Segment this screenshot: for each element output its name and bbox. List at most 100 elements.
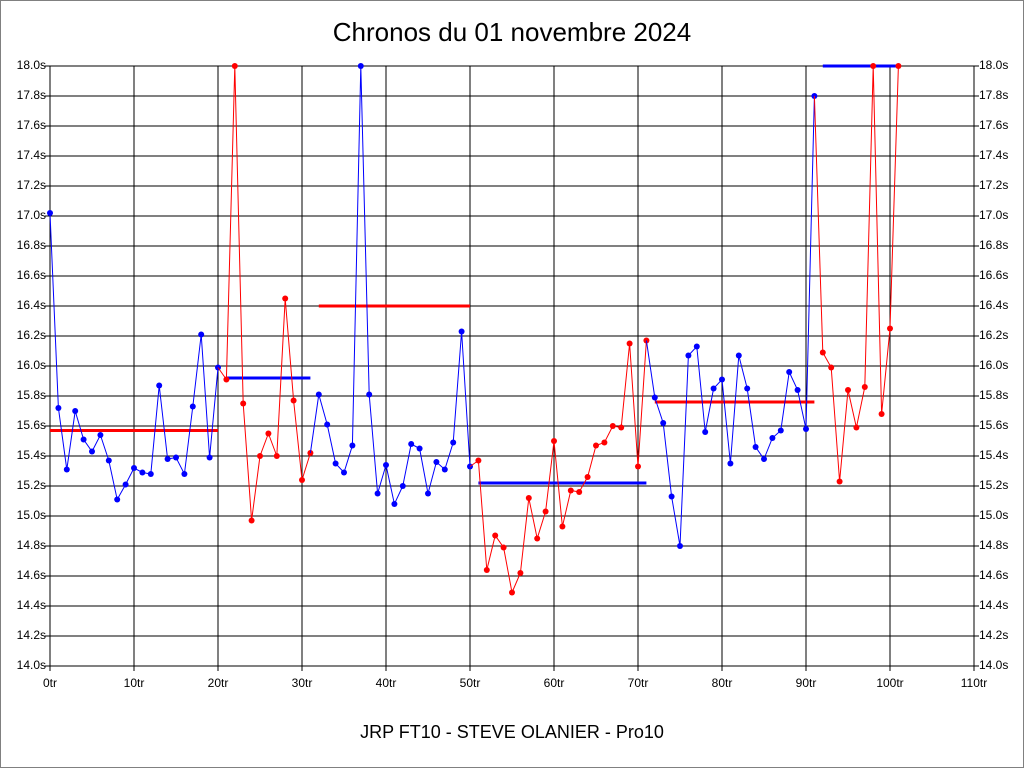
data-point bbox=[265, 430, 272, 437]
data-point bbox=[702, 429, 709, 435]
data-point bbox=[164, 456, 171, 462]
y2-tick-label: 15.4s bbox=[979, 448, 1008, 462]
data-point bbox=[89, 448, 95, 455]
data-point bbox=[223, 376, 230, 383]
data-point bbox=[290, 397, 297, 404]
data-point bbox=[441, 466, 448, 473]
data-point bbox=[324, 421, 331, 428]
y2-tick-label: 15.2s bbox=[979, 478, 1008, 492]
data-point bbox=[660, 420, 667, 426]
data-point bbox=[794, 387, 801, 393]
x-tick-label: 70tr bbox=[628, 676, 649, 690]
data-point bbox=[55, 405, 62, 411]
y2-tick-label: 17.6s bbox=[979, 118, 1008, 132]
x-tick-label: 110tr bbox=[961, 676, 987, 690]
data-point bbox=[609, 423, 616, 429]
data-point bbox=[677, 543, 683, 549]
data-point bbox=[72, 408, 79, 414]
data-point bbox=[105, 457, 112, 464]
y-tick-label: 14.0s bbox=[17, 658, 46, 672]
data-point bbox=[332, 460, 339, 467]
y-tick-label: 16.4s bbox=[17, 298, 46, 312]
y2-tick-label: 15.0s bbox=[979, 508, 1008, 522]
data-point bbox=[542, 508, 549, 515]
data-point bbox=[786, 369, 793, 375]
data-point bbox=[114, 496, 121, 503]
data-point bbox=[559, 523, 566, 530]
series-line bbox=[822, 65, 899, 482]
x-tick-label: 100tr bbox=[876, 676, 903, 690]
y-tick-label: 16.6s bbox=[17, 268, 46, 282]
data-point bbox=[735, 352, 742, 359]
data-point bbox=[341, 469, 347, 476]
data-point bbox=[399, 483, 406, 489]
series-connector bbox=[813, 95, 824, 353]
y-tick-label: 18.0s bbox=[17, 58, 46, 72]
data-point bbox=[257, 453, 263, 459]
x-tick-label: 90tr bbox=[796, 676, 817, 690]
y2-tick-label: 16.2s bbox=[979, 328, 1008, 342]
y-tick-label: 16.2s bbox=[17, 328, 46, 342]
data-point bbox=[47, 210, 53, 216]
data-point bbox=[601, 439, 608, 446]
data-point bbox=[836, 478, 843, 485]
data-point bbox=[282, 295, 289, 302]
data-point bbox=[576, 489, 583, 495]
data-point bbox=[139, 469, 146, 476]
data-point bbox=[147, 471, 154, 477]
data-point bbox=[887, 325, 893, 332]
data-point bbox=[744, 385, 751, 392]
data-point bbox=[651, 394, 658, 401]
y-tick-label: 17.6s bbox=[17, 118, 46, 132]
data-point bbox=[710, 385, 717, 392]
x-tick-label: 10tr bbox=[124, 676, 145, 690]
data-point bbox=[189, 403, 196, 410]
data-point bbox=[357, 63, 364, 69]
data-point bbox=[374, 490, 381, 497]
x-tick-label: 20tr bbox=[208, 676, 229, 690]
plot-frame bbox=[49, 65, 975, 667]
data-point bbox=[80, 436, 87, 443]
y2-tick-label: 17.8s bbox=[979, 88, 1008, 102]
data-point bbox=[895, 63, 902, 69]
data-point bbox=[525, 495, 532, 501]
data-point bbox=[878, 411, 885, 417]
data-point bbox=[122, 481, 129, 488]
data-point bbox=[458, 328, 465, 335]
data-point bbox=[685, 352, 692, 359]
data-point bbox=[391, 501, 398, 507]
data-point bbox=[635, 463, 641, 470]
data-point bbox=[181, 471, 188, 477]
x-tick-label: 60tr bbox=[544, 676, 565, 690]
data-point bbox=[861, 384, 868, 390]
x-tick-label: 0tr bbox=[43, 676, 57, 690]
data-point bbox=[534, 535, 541, 542]
data-point bbox=[870, 63, 877, 69]
data-point bbox=[383, 462, 389, 468]
series-connector bbox=[309, 394, 320, 454]
data-point bbox=[769, 435, 776, 441]
data-point bbox=[567, 487, 574, 494]
data-point bbox=[626, 340, 633, 347]
data-point bbox=[248, 517, 255, 524]
x-tick-label: 80tr bbox=[712, 676, 733, 690]
data-point bbox=[777, 427, 784, 434]
data-point bbox=[425, 490, 431, 497]
series-connector bbox=[645, 340, 656, 398]
series-line bbox=[654, 95, 815, 547]
y2-tick-label: 14.4s bbox=[979, 598, 1008, 612]
y2-tick-label: 15.6s bbox=[979, 418, 1008, 432]
data-point bbox=[198, 331, 205, 338]
y2-tick-label: 16.0s bbox=[979, 358, 1008, 372]
y2-tick-label: 16.6s bbox=[979, 268, 1008, 282]
y2-tick-label: 17.0s bbox=[979, 208, 1008, 222]
y-tick-label: 15.8s bbox=[17, 388, 46, 402]
data-point bbox=[593, 442, 599, 449]
y-tick-label: 17.2s bbox=[17, 178, 46, 192]
data-point bbox=[719, 376, 725, 383]
data-point bbox=[618, 424, 625, 431]
data-point bbox=[97, 432, 104, 438]
y2-tick-label: 14.0s bbox=[979, 658, 1008, 672]
